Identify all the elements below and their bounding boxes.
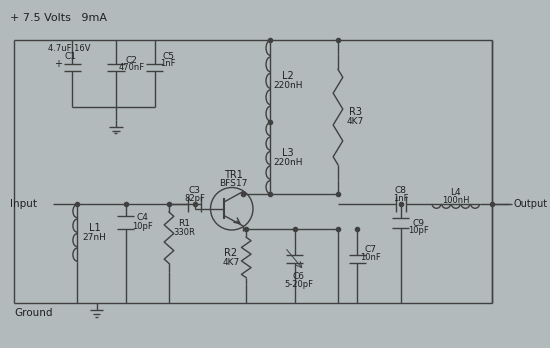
Text: L4: L4 — [450, 188, 461, 197]
Text: R1: R1 — [178, 219, 190, 228]
Text: 10pF: 10pF — [133, 222, 153, 231]
Text: C4: C4 — [137, 213, 149, 222]
Text: L2: L2 — [282, 71, 294, 81]
Text: C6: C6 — [293, 272, 304, 281]
Text: 4.7uF 16V: 4.7uF 16V — [48, 44, 91, 53]
Text: L1: L1 — [89, 223, 101, 233]
Text: 10nF: 10nF — [360, 253, 381, 262]
Text: 5-20pF: 5-20pF — [284, 279, 313, 288]
Text: 100nH: 100nH — [442, 196, 470, 205]
Text: TR1: TR1 — [224, 170, 243, 180]
Text: 1nF: 1nF — [393, 193, 409, 203]
Text: Output: Output — [514, 199, 548, 209]
Text: 27nH: 27nH — [82, 233, 107, 242]
Text: C2: C2 — [125, 56, 138, 64]
Text: C5: C5 — [162, 52, 174, 61]
Text: 1nF: 1nF — [160, 60, 176, 69]
Text: 220nH: 220nH — [273, 158, 303, 167]
Text: + 7.5 Volts   9mA: + 7.5 Volts 9mA — [10, 13, 107, 23]
Text: R2: R2 — [224, 248, 238, 258]
Text: C9: C9 — [412, 219, 424, 228]
Text: R3: R3 — [349, 107, 362, 117]
Text: 4K7: 4K7 — [346, 117, 364, 126]
Text: 470nF: 470nF — [118, 63, 145, 72]
Text: BFS17: BFS17 — [219, 179, 248, 188]
Text: +: + — [54, 59, 62, 69]
Text: C8: C8 — [395, 186, 407, 195]
Text: 220nH: 220nH — [273, 81, 303, 90]
Text: Input: Input — [10, 199, 37, 209]
Text: Ground: Ground — [14, 308, 53, 318]
Text: 10pF: 10pF — [408, 227, 428, 236]
Text: L3: L3 — [282, 148, 294, 158]
Text: C3: C3 — [189, 186, 201, 195]
Text: 330R: 330R — [173, 228, 195, 237]
Text: C7: C7 — [365, 245, 377, 254]
Text: 82pF: 82pF — [184, 193, 205, 203]
Text: 4K7: 4K7 — [222, 258, 239, 267]
Text: C1: C1 — [64, 52, 76, 61]
